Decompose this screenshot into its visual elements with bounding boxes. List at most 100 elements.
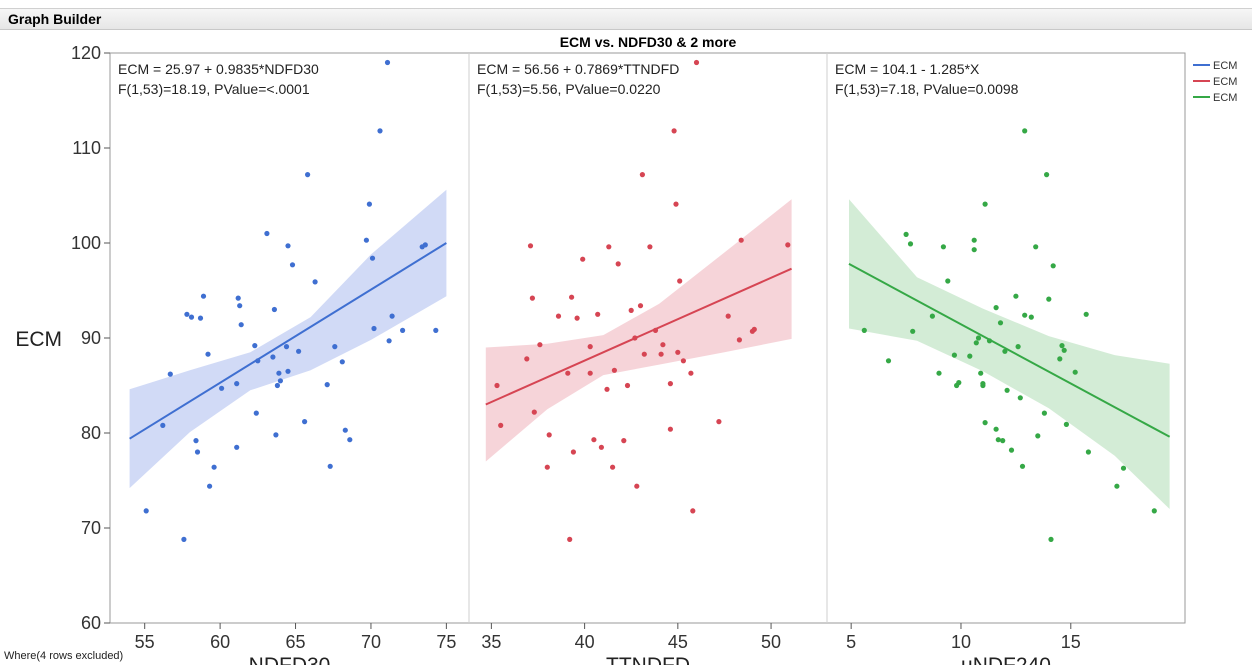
data-point bbox=[271, 306, 277, 313]
data-point bbox=[580, 256, 586, 262]
data-point bbox=[693, 59, 700, 66]
data-point bbox=[1013, 293, 1019, 299]
data-point bbox=[587, 370, 593, 376]
data-point bbox=[569, 294, 575, 300]
data-point bbox=[956, 380, 962, 386]
data-point bbox=[188, 314, 195, 320]
data-point bbox=[255, 358, 261, 364]
y-tick-label: 110 bbox=[72, 138, 101, 158]
data-point bbox=[205, 351, 211, 357]
data-point bbox=[738, 237, 744, 243]
x-axis-label: NDFD30 bbox=[249, 654, 331, 665]
data-point bbox=[366, 201, 372, 207]
rows-excluded-note: Where(4 rows excluded) bbox=[4, 650, 124, 662]
y-tick-label: 60 bbox=[81, 613, 101, 633]
data-point bbox=[565, 370, 571, 376]
data-point bbox=[982, 420, 988, 426]
data-point bbox=[524, 356, 530, 362]
data-point bbox=[567, 536, 573, 543]
legend-label: ECM bbox=[1213, 76, 1237, 88]
data-point bbox=[200, 293, 207, 299]
confidence-band bbox=[849, 199, 1170, 510]
data-point bbox=[570, 449, 577, 455]
data-point bbox=[386, 338, 392, 344]
data-point bbox=[1061, 347, 1067, 353]
data-point bbox=[339, 359, 345, 365]
regression-equation: ECM = 25.97 + 0.9835*NDFD30 bbox=[118, 61, 319, 77]
data-point bbox=[658, 351, 664, 357]
data-point bbox=[910, 328, 916, 334]
y-axis-label: ECM bbox=[15, 328, 62, 351]
data-point bbox=[667, 381, 674, 387]
data-point bbox=[264, 230, 270, 237]
data-point bbox=[342, 427, 348, 433]
data-point bbox=[1019, 463, 1026, 469]
data-point bbox=[785, 242, 791, 248]
data-point bbox=[1050, 263, 1056, 269]
data-point bbox=[327, 463, 333, 469]
data-point bbox=[1083, 311, 1089, 317]
data-point bbox=[971, 247, 977, 253]
data-point bbox=[591, 437, 597, 443]
data-point bbox=[660, 342, 666, 348]
chart-title: ECM vs. NDFD30 & 2 more bbox=[560, 34, 737, 50]
confidence-band bbox=[129, 189, 447, 489]
data-point bbox=[285, 368, 291, 374]
x-tick-label: 35 bbox=[481, 632, 501, 652]
regression-stats: F(1,53)=7.18, PValue=0.0098 bbox=[835, 81, 1019, 97]
data-point bbox=[555, 313, 562, 319]
data-point bbox=[1048, 536, 1054, 543]
data-point bbox=[1044, 172, 1050, 178]
data-point bbox=[1015, 344, 1021, 350]
data-point bbox=[621, 438, 627, 444]
data-point bbox=[234, 381, 240, 387]
panel-ttndfd: ECM = 56.56 + 0.7869*TTNDFD F(1,53)=5.56,… bbox=[468, 53, 792, 665]
data-point bbox=[639, 172, 646, 178]
regression-equation: ECM = 56.56 + 0.7869*TTNDFD bbox=[477, 61, 679, 77]
y-tick-label: 100 bbox=[71, 233, 101, 253]
data-point bbox=[690, 508, 696, 514]
data-point bbox=[389, 313, 395, 319]
x-tick-label: 55 bbox=[135, 632, 155, 652]
data-point bbox=[1085, 449, 1091, 455]
data-point bbox=[1046, 296, 1052, 302]
data-point bbox=[1017, 395, 1023, 401]
data-point bbox=[527, 243, 534, 249]
data-point bbox=[371, 325, 377, 332]
x-axis-label: uNDF240 bbox=[961, 654, 1051, 665]
data-point bbox=[671, 128, 677, 134]
data-point bbox=[193, 438, 199, 444]
data-point bbox=[194, 449, 201, 455]
data-point bbox=[494, 382, 500, 389]
x-tick-label: 65 bbox=[286, 632, 306, 652]
data-point bbox=[285, 243, 291, 249]
panel-ndfd30: ECM = 25.97 + 0.9835*NDFD30 F(1,53)=18.19… bbox=[118, 59, 456, 665]
data-point bbox=[929, 313, 936, 319]
data-point bbox=[725, 313, 731, 319]
data-point bbox=[634, 483, 640, 489]
data-point bbox=[332, 344, 338, 350]
data-point bbox=[907, 241, 914, 247]
data-point bbox=[1004, 387, 1010, 393]
data-point bbox=[903, 231, 909, 237]
data-point bbox=[716, 419, 722, 425]
data-point bbox=[197, 315, 204, 321]
fit-line bbox=[848, 263, 1171, 438]
data-point bbox=[160, 422, 166, 428]
x-tick-label: 15 bbox=[1061, 632, 1081, 652]
window-title-bar: Graph Builder bbox=[0, 8, 1252, 30]
data-point bbox=[143, 508, 149, 514]
regression-stats: F(1,53)=18.19, PValue=<.0001 bbox=[118, 81, 310, 97]
data-point bbox=[433, 327, 439, 333]
data-point bbox=[1002, 348, 1008, 354]
data-point bbox=[238, 322, 244, 328]
data-point bbox=[1114, 483, 1120, 489]
data-point bbox=[587, 344, 593, 350]
data-point bbox=[675, 349, 681, 355]
data-point bbox=[736, 337, 743, 343]
data-point bbox=[975, 335, 982, 341]
data-point bbox=[611, 367, 618, 373]
data-point bbox=[347, 437, 353, 443]
data-point bbox=[1028, 314, 1034, 320]
data-point bbox=[1063, 421, 1069, 427]
